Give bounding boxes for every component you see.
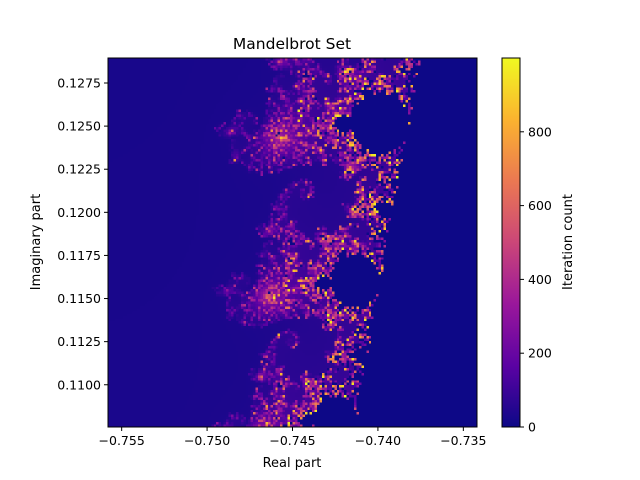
colorbar: 0 200 400 600 800 Iteration count (501, 57, 576, 435)
colorbar-gradient (501, 57, 521, 428)
colorbar-label: Iteration count (561, 194, 576, 290)
y-tick-label: 0.1100 (57, 377, 101, 392)
x-tick-label: −0.755 (99, 433, 145, 448)
y-tick-label: 0.1250 (57, 119, 101, 134)
colorbar-tick-label: 200 (528, 346, 552, 361)
y-tick-label: 0.1275 (57, 76, 101, 91)
colorbar-tick-label: 0 (528, 420, 536, 435)
colorbar-tick-label: 400 (528, 272, 552, 287)
chart-title: Mandelbrot Set (233, 35, 351, 53)
plot-area (107, 57, 478, 428)
x-tick-label: −0.735 (440, 433, 486, 448)
colorbar-tick-label: 600 (528, 198, 552, 213)
y-tick-label: 0.1225 (57, 162, 101, 177)
colorbar-ticks: 0 200 400 600 800 (520, 124, 552, 435)
y-tick-label: 0.1175 (57, 248, 101, 263)
y-tick-label: 0.1150 (57, 291, 101, 306)
y-tick-label: 0.1200 (57, 205, 101, 220)
x-tick-label: −0.750 (184, 433, 230, 448)
mandelbrot-heatmap (108, 58, 477, 427)
x-axis-ticks: −0.755 −0.750 −0.745 −0.740 −0.735 (99, 427, 486, 448)
x-axis-label: Real part (263, 456, 322, 471)
y-tick-label: 0.1125 (57, 334, 101, 349)
x-tick-label: −0.745 (269, 433, 315, 448)
colorbar-tick-label: 800 (528, 124, 552, 139)
y-axis-ticks: 0.1100 0.1125 0.1150 0.1175 0.1200 0.1225 0.12… (57, 76, 108, 392)
x-tick-label: −0.740 (355, 433, 401, 448)
y-axis-label: Imaginary part (29, 194, 44, 290)
